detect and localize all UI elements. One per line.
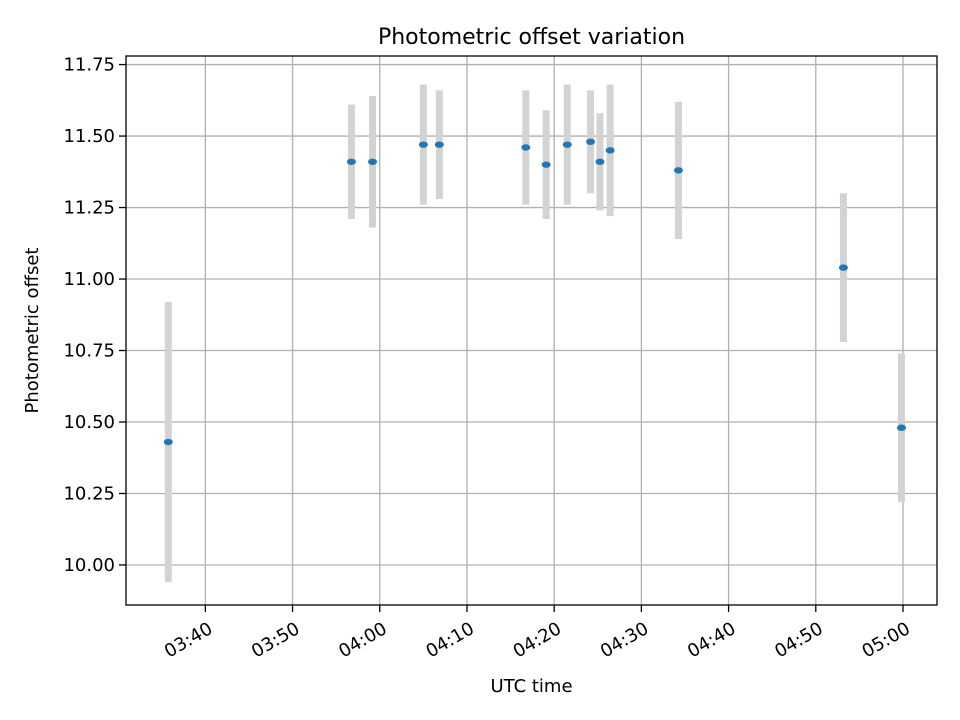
data-point [673,167,683,174]
grid [126,56,937,605]
y-axis-label: Photometric offset [22,248,43,414]
y-tick-label: 10.00 [63,555,115,576]
data-point [586,138,596,145]
data-point [541,161,551,168]
data-point [418,141,428,148]
data-point [838,264,848,271]
data-point [521,144,531,151]
plot-frame [125,55,938,606]
data-point [897,424,907,431]
data-point [346,158,356,165]
data-point [163,438,173,446]
data-points [163,138,907,446]
y-tick-label: 11.00 [63,269,115,290]
data-point [562,141,572,148]
data-point [368,158,378,165]
data-point [595,158,605,165]
y-tick-label: 10.25 [63,483,115,504]
y-tick-label: 11.75 [63,55,115,76]
plot-area [126,56,937,605]
data-point [605,147,615,154]
chart-title: Photometric offset variation [378,25,685,50]
y-tick-label: 11.25 [63,198,115,219]
y-tick-label: 10.75 [63,341,115,362]
x-axis-label: UTC time [490,676,572,697]
y-tick-label: 10.50 [63,412,115,433]
data-point [434,141,444,148]
y-axis-ticks: 10.00 10.25 10.50 10.75 11.00 11.25 11.50 11.75 [63,55,126,576]
y-tick-label: 11.50 [63,126,115,147]
